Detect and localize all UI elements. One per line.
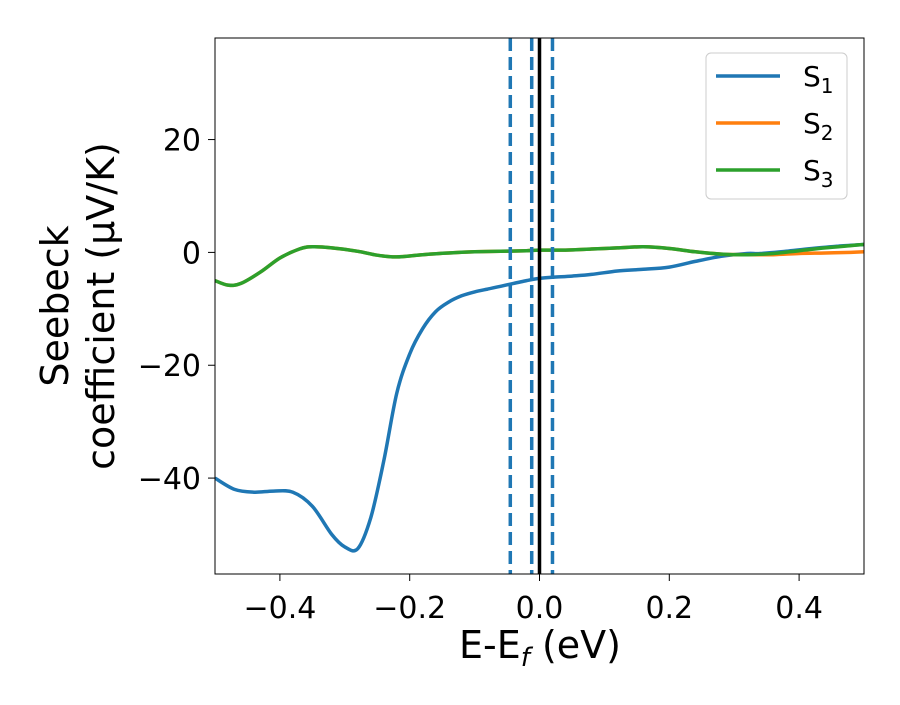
x-tick-label: −0.2 [373,591,446,626]
legend-box [705,52,848,200]
y-axis-label-line1: Seebeck [33,225,77,386]
y-axis-label-line2: coefficient (μV/K) [79,142,123,470]
y-tick-label: 0 [182,236,201,271]
y-tick-label: −20 [138,349,201,384]
x-tick-label: 0.4 [775,591,823,626]
series-line-s3 [215,242,864,288]
x-tick-label: 0.0 [516,591,564,626]
x-axis: −0.4 −0.2 0.0 0.2 0.4 [243,574,823,626]
y-tick-label: −40 [138,462,201,497]
legend-label-s3: S3 [803,154,834,192]
legend-label-s1: S1 [803,60,834,98]
x-axis-label: E-Ef (eV) [459,623,621,673]
x-tick-label: −0.4 [243,591,316,626]
x-tick-label: 0.2 [645,591,693,626]
plot-area [215,38,864,574]
legend: S1 S2 S3 [705,52,848,200]
y-axis: −40 −20 0 20 [138,124,215,497]
y-tick-label: 20 [163,124,201,159]
series-line-s1 [215,242,864,553]
legend-label-s2: S2 [803,107,834,145]
